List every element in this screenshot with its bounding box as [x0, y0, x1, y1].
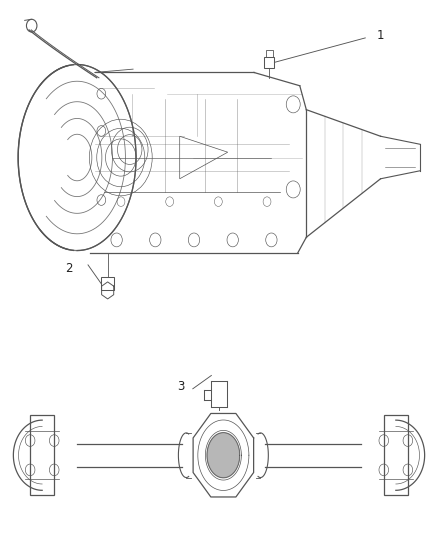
Text: 1: 1: [376, 29, 384, 42]
Polygon shape: [207, 433, 240, 478]
Bar: [30, 415, 54, 495]
Bar: [101, 277, 114, 290]
Text: 3: 3: [177, 379, 184, 393]
Bar: [266, 50, 273, 56]
Bar: [384, 415, 408, 495]
Bar: [264, 56, 275, 68]
Text: 2: 2: [65, 262, 73, 274]
